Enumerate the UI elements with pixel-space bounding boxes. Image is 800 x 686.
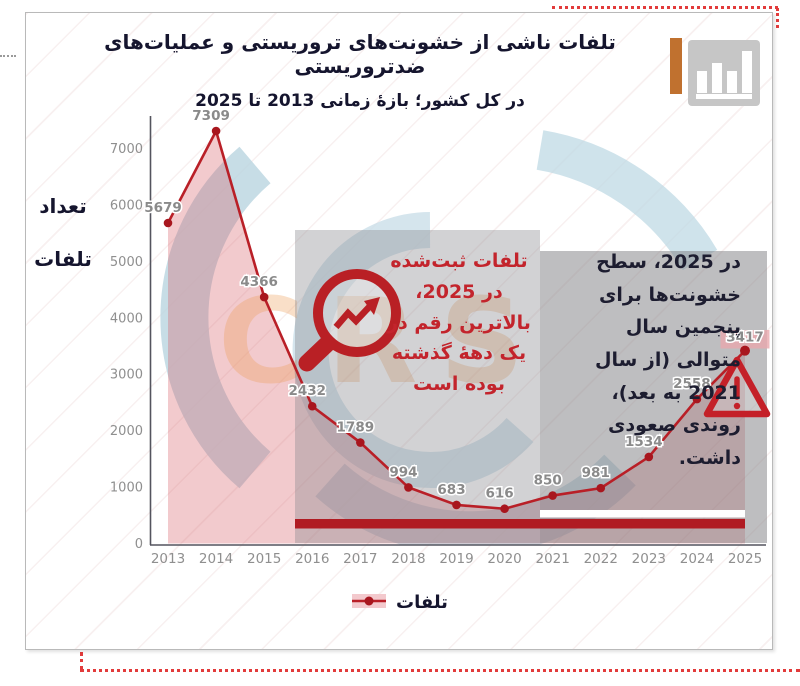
svg-text:4000: 4000 <box>110 311 143 326</box>
svg-text:7309: 7309 <box>192 108 230 124</box>
svg-text:981: 981 <box>582 465 610 481</box>
svg-text:2021: 2021 <box>535 551 569 567</box>
svg-text:1000: 1000 <box>110 481 143 496</box>
svg-text:2023: 2023 <box>632 551 666 567</box>
svg-text:2022: 2022 <box>584 551 618 567</box>
warning-triangle-icon <box>703 356 771 418</box>
svg-text:2015: 2015 <box>247 551 281 567</box>
decor-dotted-bottom-corner <box>80 652 83 670</box>
svg-text:6000: 6000 <box>110 198 143 213</box>
decor-dotted-left-small <box>0 55 16 57</box>
svg-text:2025: 2025 <box>728 551 762 567</box>
decor-dotted-bottom-line <box>80 669 800 672</box>
svg-text:3000: 3000 <box>110 368 143 383</box>
svg-text:2014: 2014 <box>199 551 233 567</box>
svg-text:2020: 2020 <box>487 551 521 567</box>
legend: تلفات <box>0 592 800 613</box>
axes <box>149 116 766 546</box>
decor-dotted-top-line <box>552 6 778 9</box>
white-strip-decor <box>540 510 745 518</box>
svg-text:2432: 2432 <box>288 383 326 399</box>
svg-text:2017: 2017 <box>343 551 377 567</box>
y-axis-title: تعداد تلفات <box>34 194 92 271</box>
data-point-labels: 5679 7309 4366 2432 1789 994 683 616 850 981 1534 2… <box>143 107 766 504</box>
bar-chart-icon-bar <box>741 51 752 93</box>
svg-text:616: 616 <box>485 486 513 502</box>
title-line-1: تلفات ناشی از خشونت‌های تروریستی و عملیا… <box>104 30 616 78</box>
svg-text:2018: 2018 <box>391 551 425 567</box>
bar-chart-icon-baseline <box>696 94 752 99</box>
casualties-line-series <box>163 126 750 514</box>
svg-text:2013: 2013 <box>151 551 185 567</box>
annotation-box-right <box>540 251 767 543</box>
x-axis-tick-labels: 2013 2014 2015 2016 2017 2018 2019 2020 2021 2022… <box>151 551 762 567</box>
svg-text:5000: 5000 <box>110 255 143 270</box>
svg-text:4366: 4366 <box>240 274 278 290</box>
svg-text:994: 994 <box>389 464 417 480</box>
svg-text:850: 850 <box>534 473 562 489</box>
watermark-text: CRS <box>218 272 546 410</box>
svg-text:0: 0 <box>135 537 143 552</box>
red-bar-decor <box>295 519 745 529</box>
annotation-note-text: در 2025، سطح خشونت‌ها برای پنجمین سال مت… <box>595 251 741 470</box>
legend-marker-casualties <box>352 593 387 613</box>
svg-text:2019: 2019 <box>439 551 473 567</box>
svg-text:2000: 2000 <box>110 424 143 439</box>
svg-text:2016: 2016 <box>295 551 329 567</box>
bar-chart-icon-bar <box>711 63 722 93</box>
svg-text:1534: 1534 <box>625 434 663 450</box>
title-line-2: در کل کشور؛ بازهٔ زمانی 2013 تا 2025 <box>195 91 525 111</box>
trend-magnifier-icon <box>298 269 401 372</box>
legend-label-casualties: تلفات <box>396 592 448 613</box>
peak-label-highlight <box>720 330 770 349</box>
bar-chart-icon-bar <box>726 71 737 93</box>
svg-text:1789: 1789 <box>337 420 375 436</box>
annotation-highlight-text: تلفات ثبت‌شده در 2025، بالاترین رقم در ی… <box>387 250 531 396</box>
svg-text:3417: 3417 <box>726 330 764 346</box>
svg-text:2558: 2558 <box>673 376 711 392</box>
svg-text:5679: 5679 <box>144 200 182 216</box>
decor-dotted-top-corner <box>776 8 779 28</box>
svg-text:7000: 7000 <box>110 142 143 157</box>
chart-title: تلفات ناشی از خشونت‌های تروریستی و عملیا… <box>60 30 660 111</box>
bar-chart-icon-bar <box>696 71 707 93</box>
casualties-area-fill <box>168 131 745 544</box>
y-axis-tick-labels: 0 1000 2000 3000 4000 5000 6000 7000 <box>110 142 143 552</box>
svg-text:683: 683 <box>437 482 465 498</box>
svg-text:2024: 2024 <box>680 551 714 567</box>
accent-bar-decor <box>670 38 682 94</box>
